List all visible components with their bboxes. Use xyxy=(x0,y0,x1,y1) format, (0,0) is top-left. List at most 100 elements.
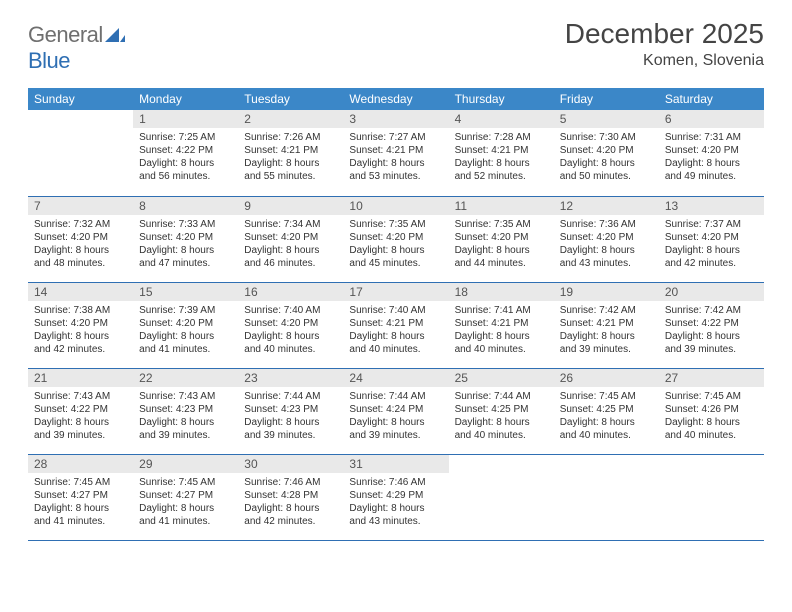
day-number: 7 xyxy=(28,197,133,215)
day-number: 27 xyxy=(659,369,764,387)
calendar-cell: 4Sunrise: 7:28 AMSunset: 4:21 PMDaylight… xyxy=(449,110,554,196)
day-number: 2 xyxy=(238,110,343,128)
day-number: 14 xyxy=(28,283,133,301)
day-number: 25 xyxy=(449,369,554,387)
weekday-header: Tuesday xyxy=(238,88,343,110)
day-details: Sunrise: 7:33 AMSunset: 4:20 PMDaylight:… xyxy=(133,215,238,274)
day-number: 22 xyxy=(133,369,238,387)
calendar-cell: 2Sunrise: 7:26 AMSunset: 4:21 PMDaylight… xyxy=(238,110,343,196)
day-number: 9 xyxy=(238,197,343,215)
calendar-cell: 9Sunrise: 7:34 AMSunset: 4:20 PMDaylight… xyxy=(238,196,343,282)
calendar-cell: 28Sunrise: 7:45 AMSunset: 4:27 PMDayligh… xyxy=(28,454,133,540)
day-details: Sunrise: 7:43 AMSunset: 4:23 PMDaylight:… xyxy=(133,387,238,446)
day-number: 10 xyxy=(343,197,448,215)
day-number: 6 xyxy=(659,110,764,128)
weekday-header: Thursday xyxy=(449,88,554,110)
calendar-cell: 18Sunrise: 7:41 AMSunset: 4:21 PMDayligh… xyxy=(449,282,554,368)
day-number: 28 xyxy=(28,455,133,473)
calendar-cell: 11Sunrise: 7:35 AMSunset: 4:20 PMDayligh… xyxy=(449,196,554,282)
day-number: 21 xyxy=(28,369,133,387)
day-number: 23 xyxy=(238,369,343,387)
day-details: Sunrise: 7:31 AMSunset: 4:20 PMDaylight:… xyxy=(659,128,764,187)
day-details: Sunrise: 7:37 AMSunset: 4:20 PMDaylight:… xyxy=(659,215,764,274)
calendar-body: 1Sunrise: 7:25 AMSunset: 4:22 PMDaylight… xyxy=(28,110,764,540)
calendar-cell: 16Sunrise: 7:40 AMSunset: 4:20 PMDayligh… xyxy=(238,282,343,368)
day-number: 5 xyxy=(554,110,659,128)
calendar-cell: 24Sunrise: 7:44 AMSunset: 4:24 PMDayligh… xyxy=(343,368,448,454)
day-number: 29 xyxy=(133,455,238,473)
calendar-cell: 14Sunrise: 7:38 AMSunset: 4:20 PMDayligh… xyxy=(28,282,133,368)
calendar-cell: 21Sunrise: 7:43 AMSunset: 4:22 PMDayligh… xyxy=(28,368,133,454)
calendar-cell: 30Sunrise: 7:46 AMSunset: 4:28 PMDayligh… xyxy=(238,454,343,540)
calendar-cell: 10Sunrise: 7:35 AMSunset: 4:20 PMDayligh… xyxy=(343,196,448,282)
calendar-cell: 31Sunrise: 7:46 AMSunset: 4:29 PMDayligh… xyxy=(343,454,448,540)
day-details: Sunrise: 7:42 AMSunset: 4:22 PMDaylight:… xyxy=(659,301,764,360)
day-details: Sunrise: 7:39 AMSunset: 4:20 PMDaylight:… xyxy=(133,301,238,360)
day-number: 17 xyxy=(343,283,448,301)
day-number: 24 xyxy=(343,369,448,387)
day-details: Sunrise: 7:44 AMSunset: 4:24 PMDaylight:… xyxy=(343,387,448,446)
day-details: Sunrise: 7:35 AMSunset: 4:20 PMDaylight:… xyxy=(343,215,448,274)
calendar-row: 21Sunrise: 7:43 AMSunset: 4:22 PMDayligh… xyxy=(28,368,764,454)
calendar-row: 28Sunrise: 7:45 AMSunset: 4:27 PMDayligh… xyxy=(28,454,764,540)
day-details: Sunrise: 7:44 AMSunset: 4:23 PMDaylight:… xyxy=(238,387,343,446)
calendar-cell: 26Sunrise: 7:45 AMSunset: 4:25 PMDayligh… xyxy=(554,368,659,454)
calendar-head: SundayMondayTuesdayWednesdayThursdayFrid… xyxy=(28,88,764,110)
calendar-row: 1Sunrise: 7:25 AMSunset: 4:22 PMDaylight… xyxy=(28,110,764,196)
weekday-header: Monday xyxy=(133,88,238,110)
weekday-header: Friday xyxy=(554,88,659,110)
day-number: 11 xyxy=(449,197,554,215)
calendar-cell: 6Sunrise: 7:31 AMSunset: 4:20 PMDaylight… xyxy=(659,110,764,196)
logo-text: GeneralBlue xyxy=(28,22,125,74)
day-details: Sunrise: 7:25 AMSunset: 4:22 PMDaylight:… xyxy=(133,128,238,187)
day-details: Sunrise: 7:45 AMSunset: 4:27 PMDaylight:… xyxy=(133,473,238,532)
day-details: Sunrise: 7:46 AMSunset: 4:28 PMDaylight:… xyxy=(238,473,343,532)
day-details: Sunrise: 7:26 AMSunset: 4:21 PMDaylight:… xyxy=(238,128,343,187)
calendar-cell: 3Sunrise: 7:27 AMSunset: 4:21 PMDaylight… xyxy=(343,110,448,196)
calendar-page: GeneralBlue December 2025 Komen, Sloveni… xyxy=(0,0,792,541)
calendar-cell: 17Sunrise: 7:40 AMSunset: 4:21 PMDayligh… xyxy=(343,282,448,368)
title-block: December 2025 Komen, Slovenia xyxy=(565,18,764,70)
day-number: 4 xyxy=(449,110,554,128)
header: GeneralBlue December 2025 Komen, Sloveni… xyxy=(28,18,764,74)
day-details: Sunrise: 7:38 AMSunset: 4:20 PMDaylight:… xyxy=(28,301,133,360)
day-details: Sunrise: 7:36 AMSunset: 4:20 PMDaylight:… xyxy=(554,215,659,274)
day-details: Sunrise: 7:43 AMSunset: 4:22 PMDaylight:… xyxy=(28,387,133,446)
calendar-row: 7Sunrise: 7:32 AMSunset: 4:20 PMDaylight… xyxy=(28,196,764,282)
calendar-cell xyxy=(449,454,554,540)
calendar-cell: 27Sunrise: 7:45 AMSunset: 4:26 PMDayligh… xyxy=(659,368,764,454)
logo-sail-icon xyxy=(105,22,125,48)
day-details: Sunrise: 7:28 AMSunset: 4:21 PMDaylight:… xyxy=(449,128,554,187)
calendar-cell xyxy=(554,454,659,540)
location: Komen, Slovenia xyxy=(565,52,764,70)
day-details: Sunrise: 7:40 AMSunset: 4:20 PMDaylight:… xyxy=(238,301,343,360)
day-number: 31 xyxy=(343,455,448,473)
calendar-cell: 25Sunrise: 7:44 AMSunset: 4:25 PMDayligh… xyxy=(449,368,554,454)
calendar-cell: 20Sunrise: 7:42 AMSunset: 4:22 PMDayligh… xyxy=(659,282,764,368)
day-number: 30 xyxy=(238,455,343,473)
calendar-cell: 1Sunrise: 7:25 AMSunset: 4:22 PMDaylight… xyxy=(133,110,238,196)
day-details: Sunrise: 7:27 AMSunset: 4:21 PMDaylight:… xyxy=(343,128,448,187)
day-details: Sunrise: 7:32 AMSunset: 4:20 PMDaylight:… xyxy=(28,215,133,274)
weekday-header: Sunday xyxy=(28,88,133,110)
day-details: Sunrise: 7:34 AMSunset: 4:20 PMDaylight:… xyxy=(238,215,343,274)
calendar-cell: 19Sunrise: 7:42 AMSunset: 4:21 PMDayligh… xyxy=(554,282,659,368)
calendar-row: 14Sunrise: 7:38 AMSunset: 4:20 PMDayligh… xyxy=(28,282,764,368)
calendar-cell: 13Sunrise: 7:37 AMSunset: 4:20 PMDayligh… xyxy=(659,196,764,282)
weekday-header: Saturday xyxy=(659,88,764,110)
day-number: 16 xyxy=(238,283,343,301)
day-details: Sunrise: 7:46 AMSunset: 4:29 PMDaylight:… xyxy=(343,473,448,532)
day-number: 18 xyxy=(449,283,554,301)
calendar-table: SundayMondayTuesdayWednesdayThursdayFrid… xyxy=(28,88,764,541)
day-number: 12 xyxy=(554,197,659,215)
calendar-cell: 22Sunrise: 7:43 AMSunset: 4:23 PMDayligh… xyxy=(133,368,238,454)
day-number: 1 xyxy=(133,110,238,128)
weekday-row: SundayMondayTuesdayWednesdayThursdayFrid… xyxy=(28,88,764,110)
day-details: Sunrise: 7:35 AMSunset: 4:20 PMDaylight:… xyxy=(449,215,554,274)
calendar-cell xyxy=(659,454,764,540)
day-number: 19 xyxy=(554,283,659,301)
weekday-header: Wednesday xyxy=(343,88,448,110)
logo-word2: Blue xyxy=(28,48,70,73)
day-number: 26 xyxy=(554,369,659,387)
day-details: Sunrise: 7:45 AMSunset: 4:26 PMDaylight:… xyxy=(659,387,764,446)
